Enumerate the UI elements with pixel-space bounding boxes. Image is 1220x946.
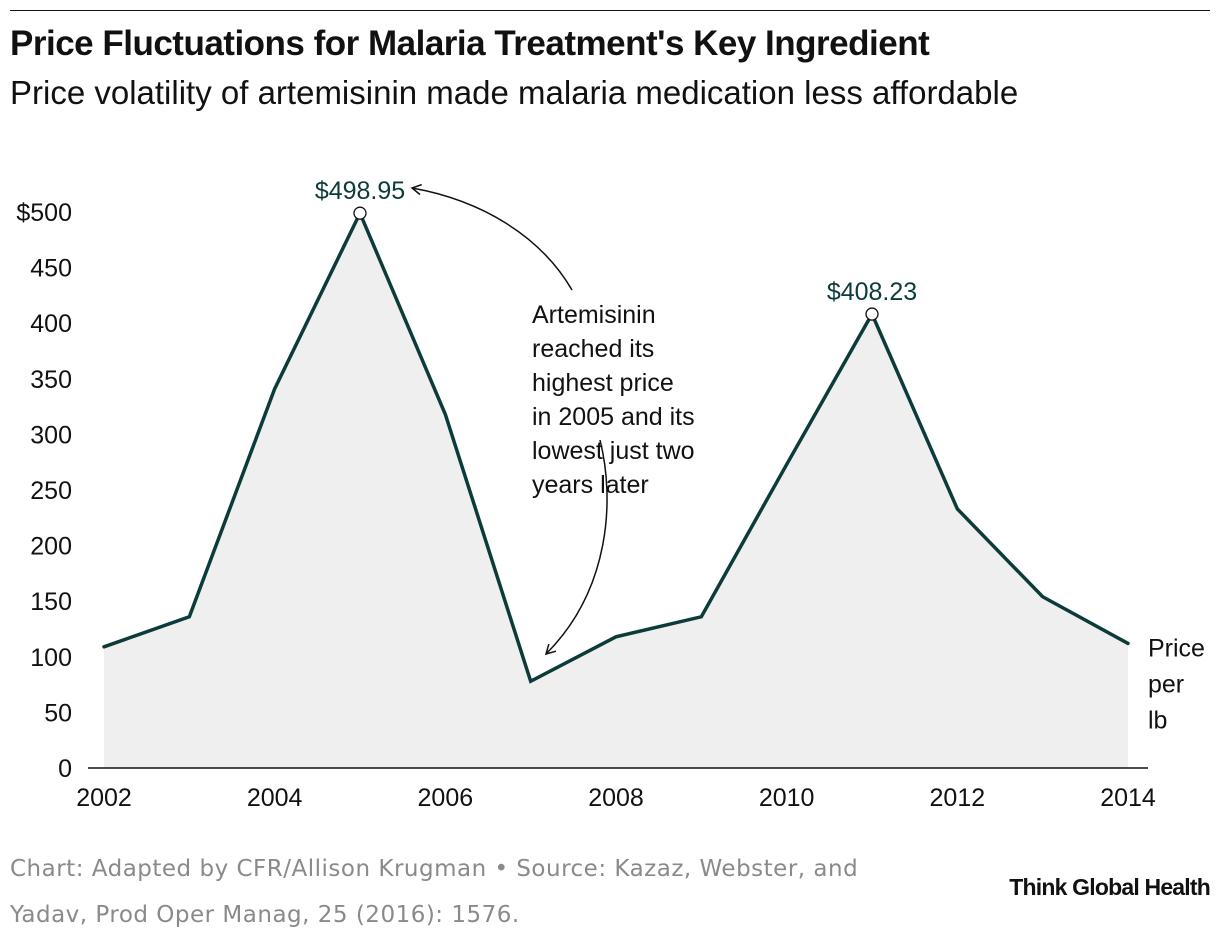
annotation-text-line: highest price xyxy=(532,369,674,397)
area-fill xyxy=(104,213,1128,769)
peak-marker xyxy=(865,307,879,321)
source-line: Chart: Adapted by CFR/Allison Krugman • … xyxy=(10,856,859,882)
y-tick-label: 350 xyxy=(30,366,72,394)
annotation-text-line: Artemisinin xyxy=(532,301,656,329)
y-tick-label: 150 xyxy=(30,588,72,616)
annotation-text-line: lowest just two xyxy=(532,437,695,465)
line-layer xyxy=(102,208,1130,684)
annotation-text-line: years later xyxy=(532,471,649,499)
x-tick-label: 2012 xyxy=(930,784,986,812)
series-label: Price xyxy=(1148,634,1205,662)
x-tick-label: 2006 xyxy=(418,784,474,812)
peak-value-label: $408.23 xyxy=(827,278,917,306)
series-label: per xyxy=(1148,670,1184,698)
y-tick-label: 200 xyxy=(30,533,72,561)
label-layer: Price per lb $498.95 $408.23 xyxy=(315,177,1205,734)
annotation-layer: Artemisinin reached its highest price in 20… xyxy=(410,183,695,656)
x-tick-label: 2002 xyxy=(76,784,132,812)
chart-title: Price Fluctuations for Malaria Treatment… xyxy=(10,24,930,63)
annotation-arrow-low xyxy=(544,439,608,656)
source-note: Chart: Adapted by CFR/Allison Krugman • … xyxy=(10,846,970,938)
chart-subtitle: Price volatility of artemisinin made mal… xyxy=(10,74,1019,111)
annotation-text-line: in 2005 and its xyxy=(532,403,695,431)
y-tick-label: $500 xyxy=(16,199,72,227)
y-tick-label: 0 xyxy=(58,755,72,783)
y-tick-label: 100 xyxy=(30,644,72,672)
annotation-text-line: reached its xyxy=(532,335,654,363)
source-line: Yadav, Prod Oper Manag, 25 (2016): 1576. xyxy=(10,902,520,928)
y-tick-label: 450 xyxy=(30,255,72,283)
price-line xyxy=(102,208,1130,684)
axis-layer: 0 50 100 150 200 250 300 350 400 450 $500 2002 2004 2… xyxy=(16,199,1156,812)
peak-marker xyxy=(353,206,367,220)
top-rule xyxy=(10,10,1210,11)
peak-value-label: $498.95 xyxy=(315,177,405,205)
area-layer xyxy=(104,213,1128,769)
x-tick-label: 2014 xyxy=(1100,784,1156,812)
y-tick-label: 300 xyxy=(30,421,72,449)
y-tick-label: 250 xyxy=(30,477,72,505)
x-tick-label: 2004 xyxy=(247,784,303,812)
y-tick-label: 400 xyxy=(30,310,72,338)
series-label: lb xyxy=(1148,706,1167,734)
annotation-arrow-peak xyxy=(410,183,573,291)
x-tick-label: 2010 xyxy=(759,784,815,812)
brand-logo: Think Global Health xyxy=(1009,874,1211,900)
y-tick-label: 50 xyxy=(44,699,72,727)
x-tick-label: 2008 xyxy=(588,784,644,812)
